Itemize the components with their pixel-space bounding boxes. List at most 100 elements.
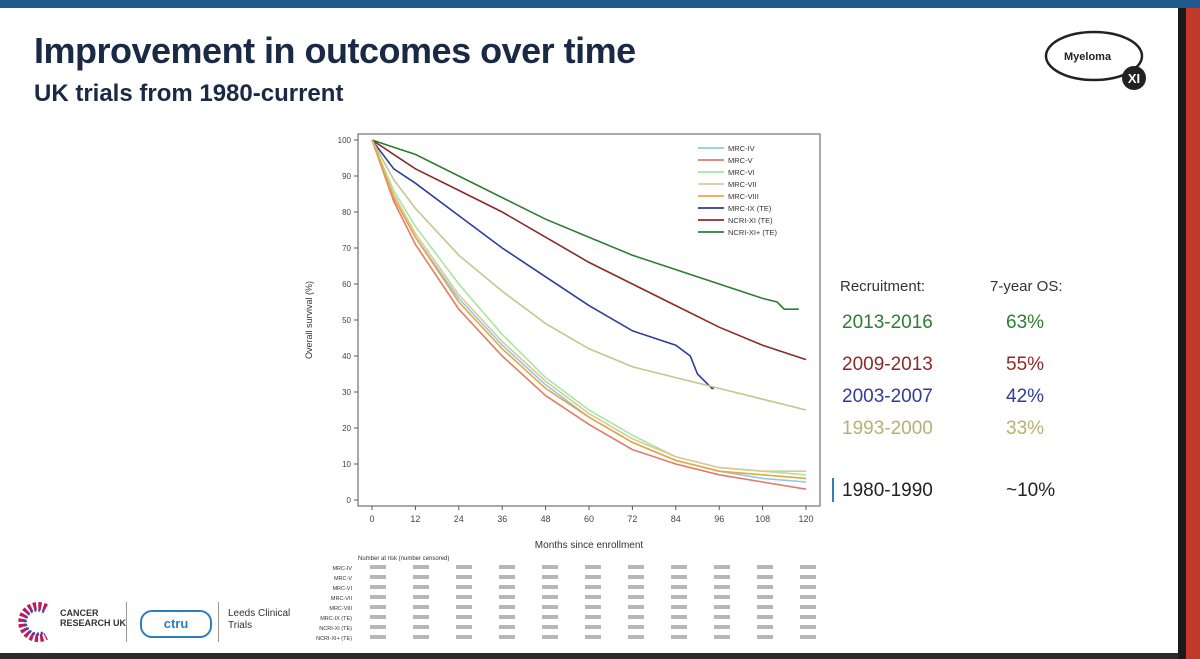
bracket-marker (832, 478, 834, 502)
series-line-ncri-xi-te- (371, 139, 799, 310)
risk-cell (585, 595, 601, 599)
risk-cell (542, 585, 558, 589)
footer-divider (126, 602, 127, 642)
x-axis-label: Months since enrollment (535, 540, 644, 551)
risk-cell (714, 635, 730, 639)
logo-text: Myeloma (1064, 51, 1112, 63)
risk-cell (456, 575, 472, 579)
legend-label: MRC-VII (728, 180, 757, 189)
risk-cell (714, 615, 730, 619)
risk-cell (800, 575, 816, 579)
risk-cell (757, 635, 773, 639)
os-header: 7-year OS: (990, 278, 1063, 295)
top-accent-bar (0, 0, 1200, 8)
risk-cell (628, 565, 644, 569)
recruitment-period: 2013-2016 (842, 312, 933, 333)
risk-cell (671, 585, 687, 589)
risk-cell (413, 585, 429, 589)
risk-cell (370, 605, 386, 609)
risk-row-label: NCRI-XI+ (TE) (316, 636, 352, 642)
y-tick-label: 70 (342, 244, 351, 253)
risk-cell (671, 565, 687, 569)
x-tick-label: 0 (369, 514, 374, 524)
risk-cell (757, 615, 773, 619)
x-tick-label: 48 (541, 514, 551, 524)
risk-cell (585, 585, 601, 589)
risk-cell (499, 575, 515, 579)
risk-row-label: MRC-IX (TE) (320, 616, 352, 622)
side-dark-bar (1178, 8, 1186, 659)
risk-cell (714, 625, 730, 629)
recruitment-header: Recruitment: (840, 278, 926, 295)
risk-cell (413, 615, 429, 619)
risk-cell (628, 585, 644, 589)
risk-cell (370, 585, 386, 589)
risk-cell (757, 585, 773, 589)
risk-cell (456, 585, 472, 589)
y-tick-label: 30 (342, 388, 351, 397)
risk-cell (370, 565, 386, 569)
risk-cell (370, 635, 386, 639)
risk-cell (671, 595, 687, 599)
risk-cell (499, 585, 515, 589)
risk-cell (499, 605, 515, 609)
risk-cell (714, 575, 730, 579)
risk-table-title: Number at risk (number censored) (358, 556, 449, 562)
risk-cell (542, 565, 558, 569)
logo-badge (1122, 66, 1146, 90)
risk-cell (413, 605, 429, 609)
x-tick-label: 72 (627, 514, 637, 524)
x-tick-label: 36 (497, 514, 507, 524)
x-tick-label: 108 (755, 514, 770, 524)
legend-label: MRC-VIII (728, 192, 759, 201)
risk-cell (413, 565, 429, 569)
recruitment-period: 2003-2007 (842, 386, 933, 407)
y-tick-label: 10 (342, 460, 351, 469)
series-line-mrc-v (371, 139, 807, 490)
series-line-mrc-ix-te- (371, 139, 714, 390)
survival-chart: 0 10 20 30 40 50 60 70 80 90 100 0 12 24 36 48 60 72 84 96 1… (304, 133, 821, 551)
footer-logos: CANCER RESEARCH UK ctru Leeds Clinical T… (16, 598, 296, 648)
risk-cell (628, 635, 644, 639)
legend-label: MRC-IX (TE) (728, 204, 772, 213)
risk-cell (542, 595, 558, 599)
risk-cell (370, 615, 386, 619)
risk-cell (585, 575, 601, 579)
risk-cell (456, 635, 472, 639)
series-line-mrc-vii (371, 139, 806, 472)
risk-cell (757, 595, 773, 599)
risk-cell (714, 585, 730, 589)
risk-cell (456, 565, 472, 569)
risk-cell (456, 595, 472, 599)
slide-title: Improvement in outcomes over time (34, 30, 636, 71)
series-line-ncri-xi-te- (371, 139, 807, 361)
logo-ellipse (1044, 30, 1144, 82)
x-tick-label: 96 (714, 514, 724, 524)
series-line-1993-2000-curve (371, 139, 807, 411)
risk-cell (800, 595, 816, 599)
risk-cell (542, 605, 558, 609)
x-tick-label: 24 (454, 514, 464, 524)
risk-table-grid: Number at risk (number censored) MRC-IV MR… (316, 556, 816, 642)
recruitment-period: 1980-1990 (842, 480, 933, 501)
risk-cell (456, 615, 472, 619)
risk-row-label: NCRI-XI (TE) (319, 626, 352, 632)
side-red-bar (1186, 8, 1200, 659)
risk-cell (714, 565, 730, 569)
recruitment-period: 1993-2000 (842, 418, 933, 439)
seven-year-os-value: 55% (1006, 354, 1045, 375)
risk-cell (370, 625, 386, 629)
risk-cell (628, 575, 644, 579)
y-tick-label: 40 (342, 352, 351, 361)
risk-cell (800, 615, 816, 619)
leeds-clinical-trials-text: Leeds Clinical Trials (228, 608, 291, 631)
risk-cell (585, 635, 601, 639)
y-tick-label: 60 (342, 280, 351, 289)
risk-cell (671, 625, 687, 629)
risk-cell (714, 605, 730, 609)
legend-label: NCRI-XI+ (TE) (728, 228, 777, 237)
y-axis-label: Overall survival (%) (304, 281, 314, 359)
ctru-logo: ctru (140, 610, 212, 638)
risk-cell (757, 565, 773, 569)
logo-badge-text: XI (1128, 71, 1140, 86)
